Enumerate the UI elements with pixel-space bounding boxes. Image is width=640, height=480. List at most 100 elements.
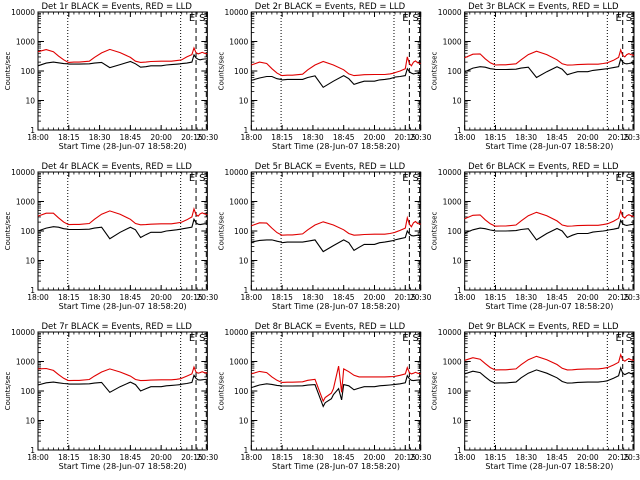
x-tick-label: 18:00 — [27, 133, 49, 142]
y-tick-label: 10000 — [438, 8, 462, 17]
x-tick-label: 18:30 — [89, 453, 111, 462]
x-tick-label: 18:00 — [454, 133, 476, 142]
x-tick-label: 20:00 — [364, 453, 386, 462]
y-tick-label: 10 — [25, 257, 35, 266]
series-events-line — [464, 366, 635, 384]
marker-label: S — [199, 333, 205, 344]
y-tick-label: 10 — [25, 417, 35, 426]
x-tick-label: 18:00 — [27, 453, 49, 462]
chart-panel-5: Det 5r BLACK = Events, RED = LLD 1 10 100 10… — [217, 162, 431, 311]
x-tick-label: 20:30 — [623, 293, 640, 302]
x-tick-label: 18:00 — [241, 133, 263, 142]
y-tick-label: 1 — [30, 126, 35, 135]
x-tick-label: 18:00 — [454, 453, 476, 462]
x-tick-label: 20:30 — [197, 133, 219, 142]
series-events-line — [37, 53, 208, 69]
chart-title: Det 1r BLACK = Events, RED = LLD — [41, 2, 192, 12]
y-tick-label: 10000 — [224, 8, 248, 17]
x-tick-label: 18:45 — [546, 293, 568, 302]
plot-frame — [464, 171, 635, 291]
x-tick-label: 20:30 — [623, 133, 640, 142]
marker-label: E — [616, 333, 622, 344]
x-tick-label: 20:00 — [150, 133, 172, 142]
y-tick-label: 100 — [21, 387, 36, 396]
x-tick-label: 18:15 — [485, 453, 507, 462]
x-tick-label: 18:45 — [546, 133, 568, 142]
x-tick-label: 18:00 — [241, 453, 263, 462]
x-tick-label: 20:15 — [181, 453, 203, 462]
y-axis-label: Counts/sec — [4, 372, 12, 411]
series-lld-line — [251, 365, 421, 403]
chart-panel-9: Det 9r BLACK = Events, RED = LLD 1 10 100 10… — [431, 322, 640, 471]
x-tick-label: 20:30 — [197, 453, 219, 462]
y-tick-label: 1 — [457, 286, 462, 295]
x-tick-label: 20:00 — [364, 293, 386, 302]
x-tick-label: 18:30 — [302, 293, 324, 302]
x-tick-label: 20:00 — [150, 293, 172, 302]
plot-frame — [464, 331, 635, 451]
x-tick-label: 20:00 — [150, 453, 172, 462]
y-tick-label: 10000 — [224, 168, 248, 177]
series-events-line — [464, 218, 634, 241]
y-tick-label: 10000 — [438, 328, 462, 337]
marker-label: E — [616, 173, 622, 184]
x-tick-label: 18:00 — [454, 293, 476, 302]
x-tick-label: 20:00 — [364, 133, 386, 142]
marker-label: E — [402, 173, 408, 184]
x-tick-label: 18:30 — [515, 293, 537, 302]
marker-label: S — [199, 13, 205, 24]
y-tick-label: 10 — [452, 97, 462, 106]
y-tick-label: 10 — [239, 417, 249, 426]
x-axis-label: Start Time (28-Jun-07 18:58:20) — [272, 462, 400, 471]
chart-title: Det 8r BLACK = Events, RED = LLD — [255, 322, 406, 332]
y-tick-label: 1000 — [229, 358, 248, 367]
chart-panel-8: Det 8r BLACK = Events, RED = LLD 1 10 100 10… — [217, 322, 431, 471]
x-axis-label: Start Time (28-Jun-07 18:58:20) — [59, 302, 187, 311]
y-tick-label: 10000 — [224, 328, 248, 337]
series-events-line — [37, 217, 208, 240]
x-axis-label: Start Time (28-Jun-07 18:58:20) — [272, 142, 400, 151]
marker-label: S — [626, 333, 632, 344]
y-axis-label: Counts/sec — [431, 212, 439, 251]
x-axis-label: Start Time (28-Jun-07 18:58:20) — [485, 142, 613, 151]
y-tick-label: 10 — [239, 97, 249, 106]
x-axis-label: Start Time (28-Jun-07 18:58:20) — [272, 302, 400, 311]
marker-label: E — [402, 333, 408, 344]
series-events-line — [251, 374, 421, 408]
x-axis-label: Start Time (28-Jun-07 18:58:20) — [59, 462, 187, 471]
x-tick-label: 20:15 — [394, 133, 416, 142]
marker-label: S — [412, 333, 418, 344]
x-tick-label: 20:00 — [577, 293, 599, 302]
y-tick-label: 1 — [244, 446, 249, 455]
y-tick-label: 1 — [30, 286, 35, 295]
marker-label: S — [412, 173, 418, 184]
plot-frame — [37, 331, 208, 451]
y-tick-label: 10 — [452, 417, 462, 426]
x-tick-label: 18:30 — [89, 293, 111, 302]
marker-label: S — [412, 13, 418, 24]
y-tick-label: 1000 — [16, 38, 35, 47]
x-tick-label: 18:30 — [515, 453, 537, 462]
y-tick-label: 1 — [244, 126, 249, 135]
x-tick-label: 18:30 — [302, 453, 324, 462]
y-tick-label: 10000 — [11, 168, 35, 177]
y-tick-label: 1000 — [229, 198, 248, 207]
x-tick-label: 18:45 — [333, 133, 355, 142]
x-tick-label: 18:30 — [89, 133, 111, 142]
x-tick-label: 18:00 — [27, 293, 49, 302]
y-tick-label: 1000 — [229, 38, 248, 47]
x-tick-label: 18:15 — [58, 453, 80, 462]
x-tick-label: 18:00 — [241, 293, 263, 302]
x-tick-label: 18:15 — [271, 293, 293, 302]
y-tick-label: 10 — [25, 97, 35, 106]
chart-panel-2: Det 2r BLACK = Events, RED = LLD 1 10 100 10… — [217, 2, 431, 151]
series-events-line — [251, 229, 421, 253]
y-tick-label: 10000 — [11, 8, 35, 17]
marker-label: E — [616, 13, 622, 24]
x-tick-label: 18:15 — [58, 293, 80, 302]
y-tick-label: 10 — [452, 257, 462, 266]
y-tick-label: 100 — [447, 227, 462, 236]
chart-panel-4: Det 4r BLACK = Events, RED = LLD 1 10 100 10… — [4, 162, 218, 311]
series-lld-line — [37, 365, 208, 382]
chart-title: Det 6r BLACK = Events, RED = LLD — [468, 162, 619, 172]
